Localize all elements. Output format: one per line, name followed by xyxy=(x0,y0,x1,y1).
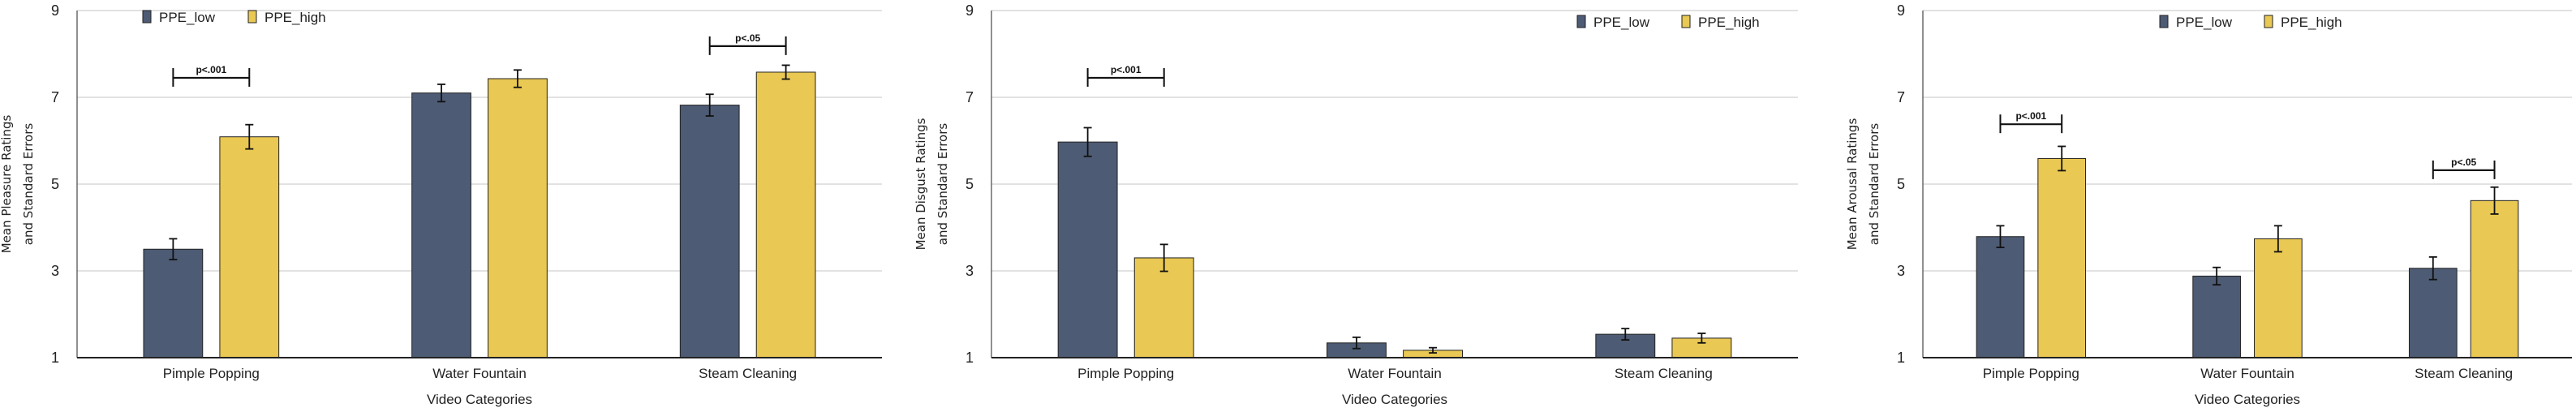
bar-PPE_low xyxy=(143,248,204,358)
y-tick-label: 1 xyxy=(965,350,974,366)
legend-swatch-PPE_high xyxy=(2264,15,2273,28)
chart-panel-3: 1 3 5 7 9 Mean Arousal Ratings and Standard Er… xyxy=(1845,2,2572,407)
x-axis-title: Video Categories xyxy=(427,392,532,407)
y-tick-label: 5 xyxy=(1897,176,1905,192)
legend-label: PPE_low xyxy=(159,10,216,25)
bar-PPE_high xyxy=(2254,238,2303,358)
bar-PPE_high xyxy=(755,71,816,358)
legend-label: PPE_high xyxy=(1698,15,1760,30)
bar-PPE_low xyxy=(2408,268,2458,358)
bar-PPE_high xyxy=(1133,257,1194,358)
significance-label: p<.05 xyxy=(2451,157,2476,168)
y-axis-title: and Standard Errors xyxy=(21,123,36,246)
bar-PPE_high xyxy=(219,136,280,358)
y-tick-label: 1 xyxy=(51,350,59,366)
legend-label: PPE_high xyxy=(2281,15,2342,30)
legend-label: PPE_low xyxy=(2176,15,2233,30)
chart-panel-2: 1 3 5 7 9 Mean Disgust Ratings and Standard Er… xyxy=(914,2,1798,407)
y-tick-label: 1 xyxy=(1897,350,1905,366)
y-axis-title: Mean Arousal Ratings xyxy=(1845,118,1860,251)
y-axis-title: Mean Pleasure Ratings xyxy=(0,115,14,254)
y-tick-label: 5 xyxy=(51,176,59,192)
y-axis-title: and Standard Errors xyxy=(935,123,950,246)
y-tick-label: 9 xyxy=(1897,2,1905,19)
y-tick-label: 3 xyxy=(51,263,59,279)
x-tick-label: Pimple Popping xyxy=(1077,366,1174,381)
legend-label: PPE_high xyxy=(264,10,326,25)
significance-label: p<.001 xyxy=(1111,64,1142,75)
legend-swatch-PPE_low xyxy=(2159,15,2169,28)
x-tick-label: Water Fountain xyxy=(2200,366,2294,381)
x-tick-label: Steam Cleaning xyxy=(699,366,797,381)
y-tick-label: 3 xyxy=(1897,263,1905,279)
bar-PPE_low xyxy=(1976,236,2025,358)
y-tick-label: 3 xyxy=(965,263,974,279)
y-tick-label: 7 xyxy=(51,89,59,105)
legend-swatch-PPE_high xyxy=(247,10,257,24)
x-axis-title: Video Categories xyxy=(2195,392,2300,407)
legend-swatch-PPE_low xyxy=(1576,15,1586,28)
x-tick-label: Pimple Popping xyxy=(163,366,260,381)
x-tick-label: Water Fountain xyxy=(432,366,527,381)
significance-label: p<.001 xyxy=(196,64,226,75)
y-tick-label: 5 xyxy=(965,176,974,192)
bar-PPE_low xyxy=(2192,275,2241,358)
legend-swatch-PPE_low xyxy=(142,10,152,24)
bar-PPE_high xyxy=(2470,200,2519,358)
chart-panel-1: 1 3 5 7 9 Mean Pleasure Ratings and Standard E… xyxy=(0,2,882,407)
significance-label: p<.001 xyxy=(2015,110,2046,122)
bar-PPE_low xyxy=(1057,141,1118,358)
legend-swatch-PPE_high xyxy=(1681,15,1691,28)
bar-PPE_high xyxy=(2037,157,2087,358)
bar-PPE_low xyxy=(411,92,471,358)
x-tick-label: Steam Cleaning xyxy=(1615,366,1713,381)
x-tick-label: Water Fountain xyxy=(1348,366,1442,381)
legend-label: PPE_low xyxy=(1593,15,1650,30)
bar-PPE_low xyxy=(679,105,740,358)
y-tick-label: 7 xyxy=(1897,89,1905,105)
y-tick-label: 9 xyxy=(965,2,974,19)
significance-label: p<.05 xyxy=(735,32,760,44)
bar-PPE_high xyxy=(488,78,548,358)
x-tick-label: Pimple Popping xyxy=(1983,366,2079,381)
y-tick-label: 7 xyxy=(965,89,974,105)
y-axis-title: Mean Disgust Ratings xyxy=(914,118,928,250)
x-tick-label: Steam Cleaning xyxy=(2415,366,2513,381)
x-axis-title: Video Categories xyxy=(1342,392,1447,407)
y-axis-title: and Standard Errors xyxy=(1867,123,1881,246)
y-tick-label: 9 xyxy=(51,2,59,19)
